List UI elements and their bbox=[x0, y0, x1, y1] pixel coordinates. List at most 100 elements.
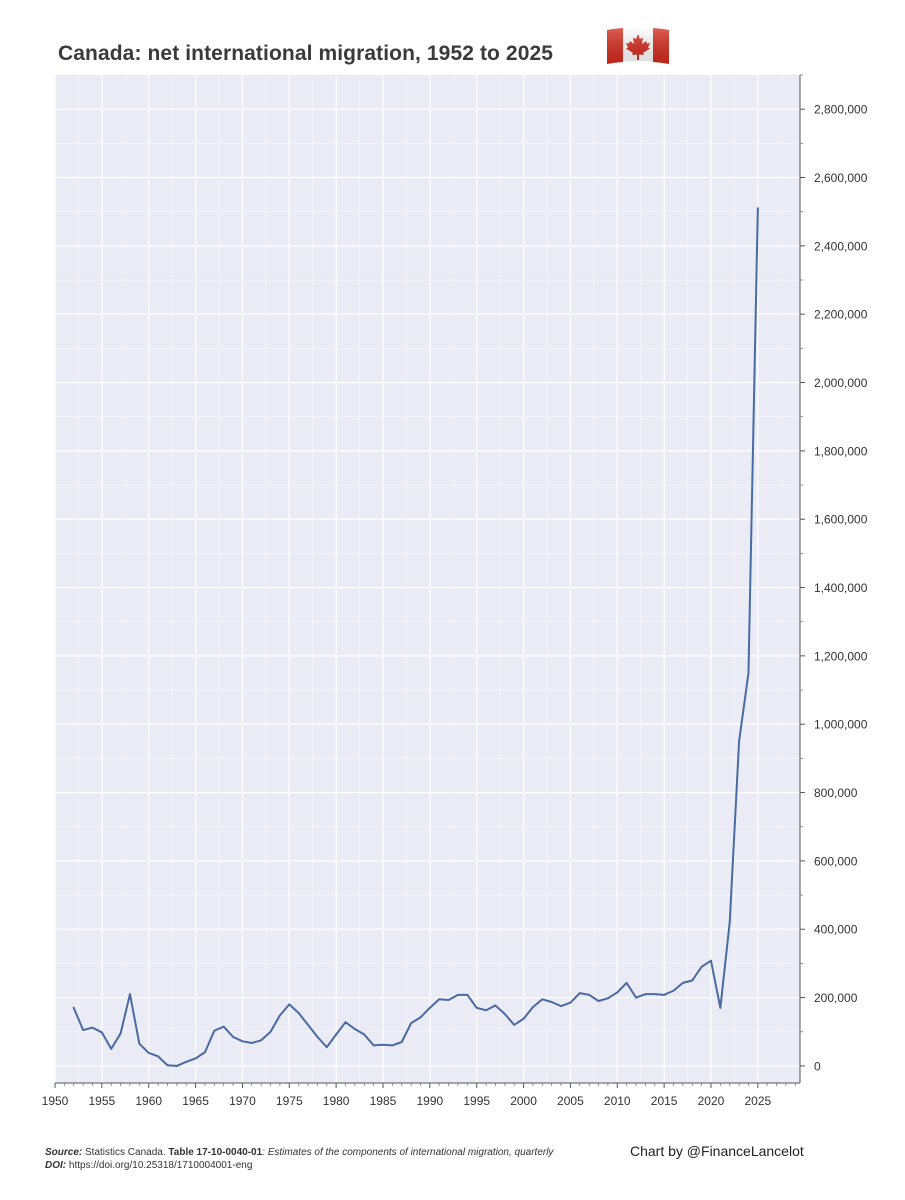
data-point bbox=[494, 1004, 497, 1007]
data-point bbox=[335, 1033, 338, 1036]
data-point bbox=[597, 1000, 600, 1002]
x-tick-label: 1990 bbox=[416, 1094, 443, 1108]
data-point bbox=[232, 1035, 234, 1038]
data-point bbox=[100, 1031, 103, 1034]
data-point bbox=[738, 740, 740, 743]
y-tick-label: 2,800,000 bbox=[814, 103, 868, 117]
data-point bbox=[550, 1001, 553, 1003]
data-point bbox=[644, 993, 647, 996]
x-tick-label: 2015 bbox=[651, 1094, 678, 1108]
x-tick-label: 1980 bbox=[323, 1094, 350, 1108]
data-point bbox=[428, 1006, 431, 1009]
source-org: Statistics Canada. bbox=[85, 1147, 166, 1158]
data-point bbox=[138, 1042, 141, 1045]
data-point bbox=[185, 1060, 188, 1063]
doi-line: DOI: https://doi.org/10.25318/1710004001… bbox=[45, 1159, 553, 1172]
data-point bbox=[728, 921, 731, 924]
y-tick-label: 1,200,000 bbox=[814, 649, 868, 663]
table-id: Table 17-10-0040-01 bbox=[168, 1147, 263, 1158]
source-line: Source: Statistics Canada. Table 17-10-0… bbox=[45, 1146, 553, 1159]
data-point bbox=[147, 1052, 150, 1054]
data-point bbox=[616, 991, 619, 994]
y-tick-label: 2,600,000 bbox=[814, 171, 868, 185]
y-tick-label: 2,200,000 bbox=[814, 308, 868, 322]
data-point bbox=[447, 999, 450, 1001]
data-point bbox=[560, 1005, 562, 1008]
data-point bbox=[747, 672, 750, 674]
data-point bbox=[307, 1024, 309, 1026]
x-tick-label: 1955 bbox=[89, 1094, 116, 1108]
x-tick-label: 2025 bbox=[744, 1094, 771, 1108]
data-point bbox=[485, 1009, 487, 1012]
data-point bbox=[391, 1044, 394, 1047]
data-point bbox=[353, 1028, 356, 1030]
data-point bbox=[72, 1006, 75, 1009]
data-point bbox=[82, 1029, 85, 1031]
y-tick-label: 800,000 bbox=[814, 786, 858, 800]
data-point bbox=[91, 1026, 94, 1029]
y-tick-label: 2,000,000 bbox=[814, 376, 868, 390]
data-point bbox=[438, 998, 441, 1001]
data-point bbox=[382, 1043, 384, 1046]
source-label: Source: bbox=[45, 1147, 83, 1158]
x-tick-label: 2020 bbox=[698, 1094, 725, 1108]
y-tick-label: 2,400,000 bbox=[814, 239, 868, 253]
series-line bbox=[72, 207, 759, 1067]
data-point bbox=[663, 993, 666, 996]
data-point bbox=[279, 1014, 281, 1017]
x-tick-label: 1975 bbox=[276, 1094, 303, 1108]
data-point bbox=[691, 979, 694, 982]
data-point bbox=[606, 997, 609, 1000]
y-tick-label: 600,000 bbox=[814, 854, 858, 868]
data-point bbox=[681, 981, 684, 984]
canada-flag-icon bbox=[607, 27, 669, 64]
data-point bbox=[288, 1003, 291, 1006]
data-point bbox=[400, 1041, 403, 1043]
data-point bbox=[241, 1040, 244, 1043]
data-point bbox=[129, 993, 131, 996]
series-layer bbox=[72, 207, 759, 1067]
data-point bbox=[344, 1021, 347, 1024]
x-tick-label: 2010 bbox=[604, 1094, 631, 1108]
data-point bbox=[700, 965, 703, 968]
data-point bbox=[457, 993, 459, 996]
data-point bbox=[513, 1024, 516, 1026]
data-point bbox=[466, 993, 469, 996]
x-tick-label: 2000 bbox=[510, 1094, 537, 1108]
y-tick-label: 400,000 bbox=[814, 923, 858, 937]
doi-link[interactable]: https://doi.org/10.25318/1710004001-eng bbox=[68, 1160, 253, 1171]
y-tick-label: 0 bbox=[814, 1059, 821, 1073]
doi-label: DOI: bbox=[45, 1160, 67, 1171]
data-point bbox=[194, 1057, 197, 1060]
data-point bbox=[588, 993, 591, 996]
data-point bbox=[157, 1055, 159, 1058]
data-point bbox=[316, 1035, 319, 1038]
data-point bbox=[250, 1042, 253, 1044]
data-point bbox=[532, 1006, 534, 1009]
data-point bbox=[625, 981, 628, 984]
y-tick-label: 1,600,000 bbox=[814, 513, 868, 527]
x-tick-label: 1950 bbox=[42, 1094, 69, 1108]
data-point bbox=[110, 1047, 113, 1050]
data-point bbox=[269, 1030, 272, 1033]
data-point bbox=[175, 1065, 178, 1067]
data-point bbox=[522, 1017, 525, 1020]
y-tick-label: 200,000 bbox=[814, 991, 858, 1005]
axes: 1950 1955 1960 1965 1970 1975 1980 1985 1990 1995… bbox=[42, 74, 868, 1108]
data-point bbox=[672, 989, 675, 992]
data-point bbox=[260, 1039, 263, 1042]
data-point bbox=[372, 1044, 375, 1047]
data-point bbox=[475, 1006, 478, 1009]
x-tick-label: 1970 bbox=[229, 1094, 256, 1108]
y-tick-label: 1,400,000 bbox=[814, 581, 868, 595]
plot-area bbox=[55, 75, 800, 1083]
data-point bbox=[419, 1016, 422, 1019]
data-point bbox=[635, 996, 637, 999]
source-note: Source: Statistics Canada. Table 17-10-0… bbox=[45, 1146, 553, 1172]
data-point bbox=[222, 1025, 225, 1028]
x-tick-label: 1960 bbox=[135, 1094, 162, 1108]
data-point bbox=[710, 959, 712, 962]
page-title: Canada: net international migration, 195… bbox=[58, 42, 554, 65]
data-point bbox=[204, 1051, 206, 1054]
